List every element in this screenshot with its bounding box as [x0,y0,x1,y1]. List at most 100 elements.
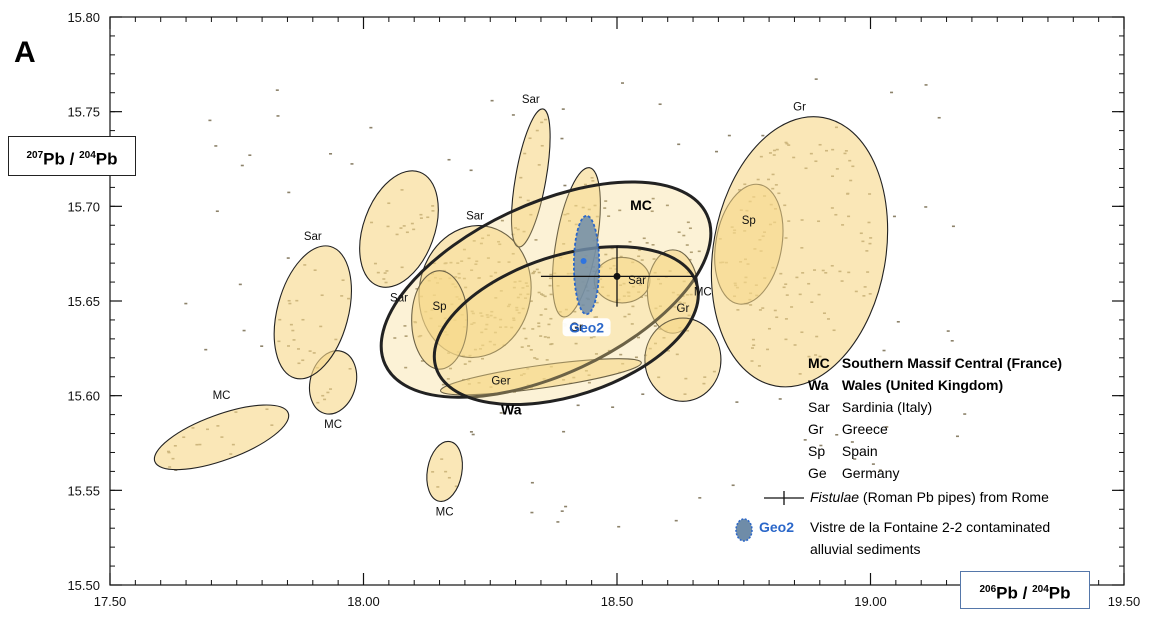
data-point [531,328,535,330]
data-point [950,339,954,342]
data-point [548,284,552,287]
legend-geo2-line2: alluvial sediments [810,541,921,557]
data-point [534,239,538,241]
data-point [896,320,900,323]
data-point [471,433,475,436]
data-point [530,481,534,484]
data-point [561,108,565,110]
data-point [924,206,928,208]
data-point [420,360,424,362]
field-ellipse-sar [359,170,439,288]
data-point [641,393,645,396]
data-point [329,153,333,155]
geo2-ellipse [573,214,601,316]
field-label-mc: MC [630,197,652,213]
data-point [688,227,692,230]
geo2-label: Geo2 [569,319,604,335]
field-label-sar: Sar [390,292,408,304]
data-point [778,398,782,400]
data-point [937,116,941,119]
data-point [543,295,547,298]
data-point [573,310,577,313]
data-point [642,237,646,240]
data-point [556,521,560,523]
data-point [640,259,644,261]
data-point [549,273,553,276]
data-point [892,215,896,218]
data-point [658,103,662,106]
data-point [214,145,218,147]
data-point [541,294,545,296]
data-point [604,253,608,256]
data-point [560,510,564,512]
data-point [882,349,886,352]
field-label-sar: Sar [466,211,484,223]
data-point [735,401,739,403]
field-label-sar: Sar [522,94,540,106]
data-point [532,270,536,273]
data-point [468,360,472,363]
data-point [607,215,611,217]
data-point [215,210,219,213]
data-point [595,316,599,318]
data-point [617,525,621,528]
field-ellipse-mc [153,404,290,471]
data-point [628,240,632,243]
x-tick-label: 17.50 [94,594,127,609]
data-point [610,247,614,250]
field-label-wa: Wa [501,402,522,418]
data-point [697,250,701,253]
data-point [446,378,450,380]
data-point [240,164,244,167]
legend-geo2-line1: Vistre de la Fontaine 2-2 contaminated [810,519,1051,535]
data-point [603,207,607,209]
data-point [814,78,818,80]
data-point [499,412,503,414]
data-point [685,244,689,246]
data-point [850,441,854,443]
data-point [871,463,875,465]
data-point [924,84,928,86]
data-point [619,353,623,356]
data-point [651,197,655,200]
data-point [208,119,212,122]
data-point [636,336,640,339]
field-label-sp: Sp [433,301,447,313]
y-tick-label: 15.60 [67,389,100,404]
data-point [653,325,657,327]
data-point [539,335,543,337]
data-point [619,255,623,258]
data-point [611,406,615,409]
data-point [537,271,541,274]
geo2-legend-icon [735,518,753,542]
data-point [587,381,591,384]
legend: MC Southern Massif Central (France) Wa W… [808,352,1062,484]
data-point [564,505,568,508]
data-point [686,221,690,224]
data-point [674,519,678,522]
data-point [540,293,544,295]
field-label-sar: Sar [628,275,646,287]
data-point [393,337,397,339]
data-point [481,357,485,360]
data-point [560,137,564,140]
data-point [469,431,473,433]
legend-item-sar: Sar Sardinia (Italy) [808,399,933,415]
data-point [819,444,823,447]
data-point [963,413,967,415]
data-point [677,231,681,234]
data-point [644,294,648,297]
data-point [885,426,889,428]
field-label-mc: MC [324,419,342,431]
data-point [645,242,649,244]
field-ellipse-gr [644,317,722,402]
data-point [522,327,526,330]
legend-item-sp: Sp Spain [808,443,878,459]
legend-geo2-label: Geo2 [759,519,795,535]
data-point [539,314,543,316]
geo2-label-bg [562,318,611,337]
x-tick-label: 19.50 [1108,594,1141,609]
data-point [761,134,765,137]
data-point [532,272,536,274]
data-point [350,163,354,165]
